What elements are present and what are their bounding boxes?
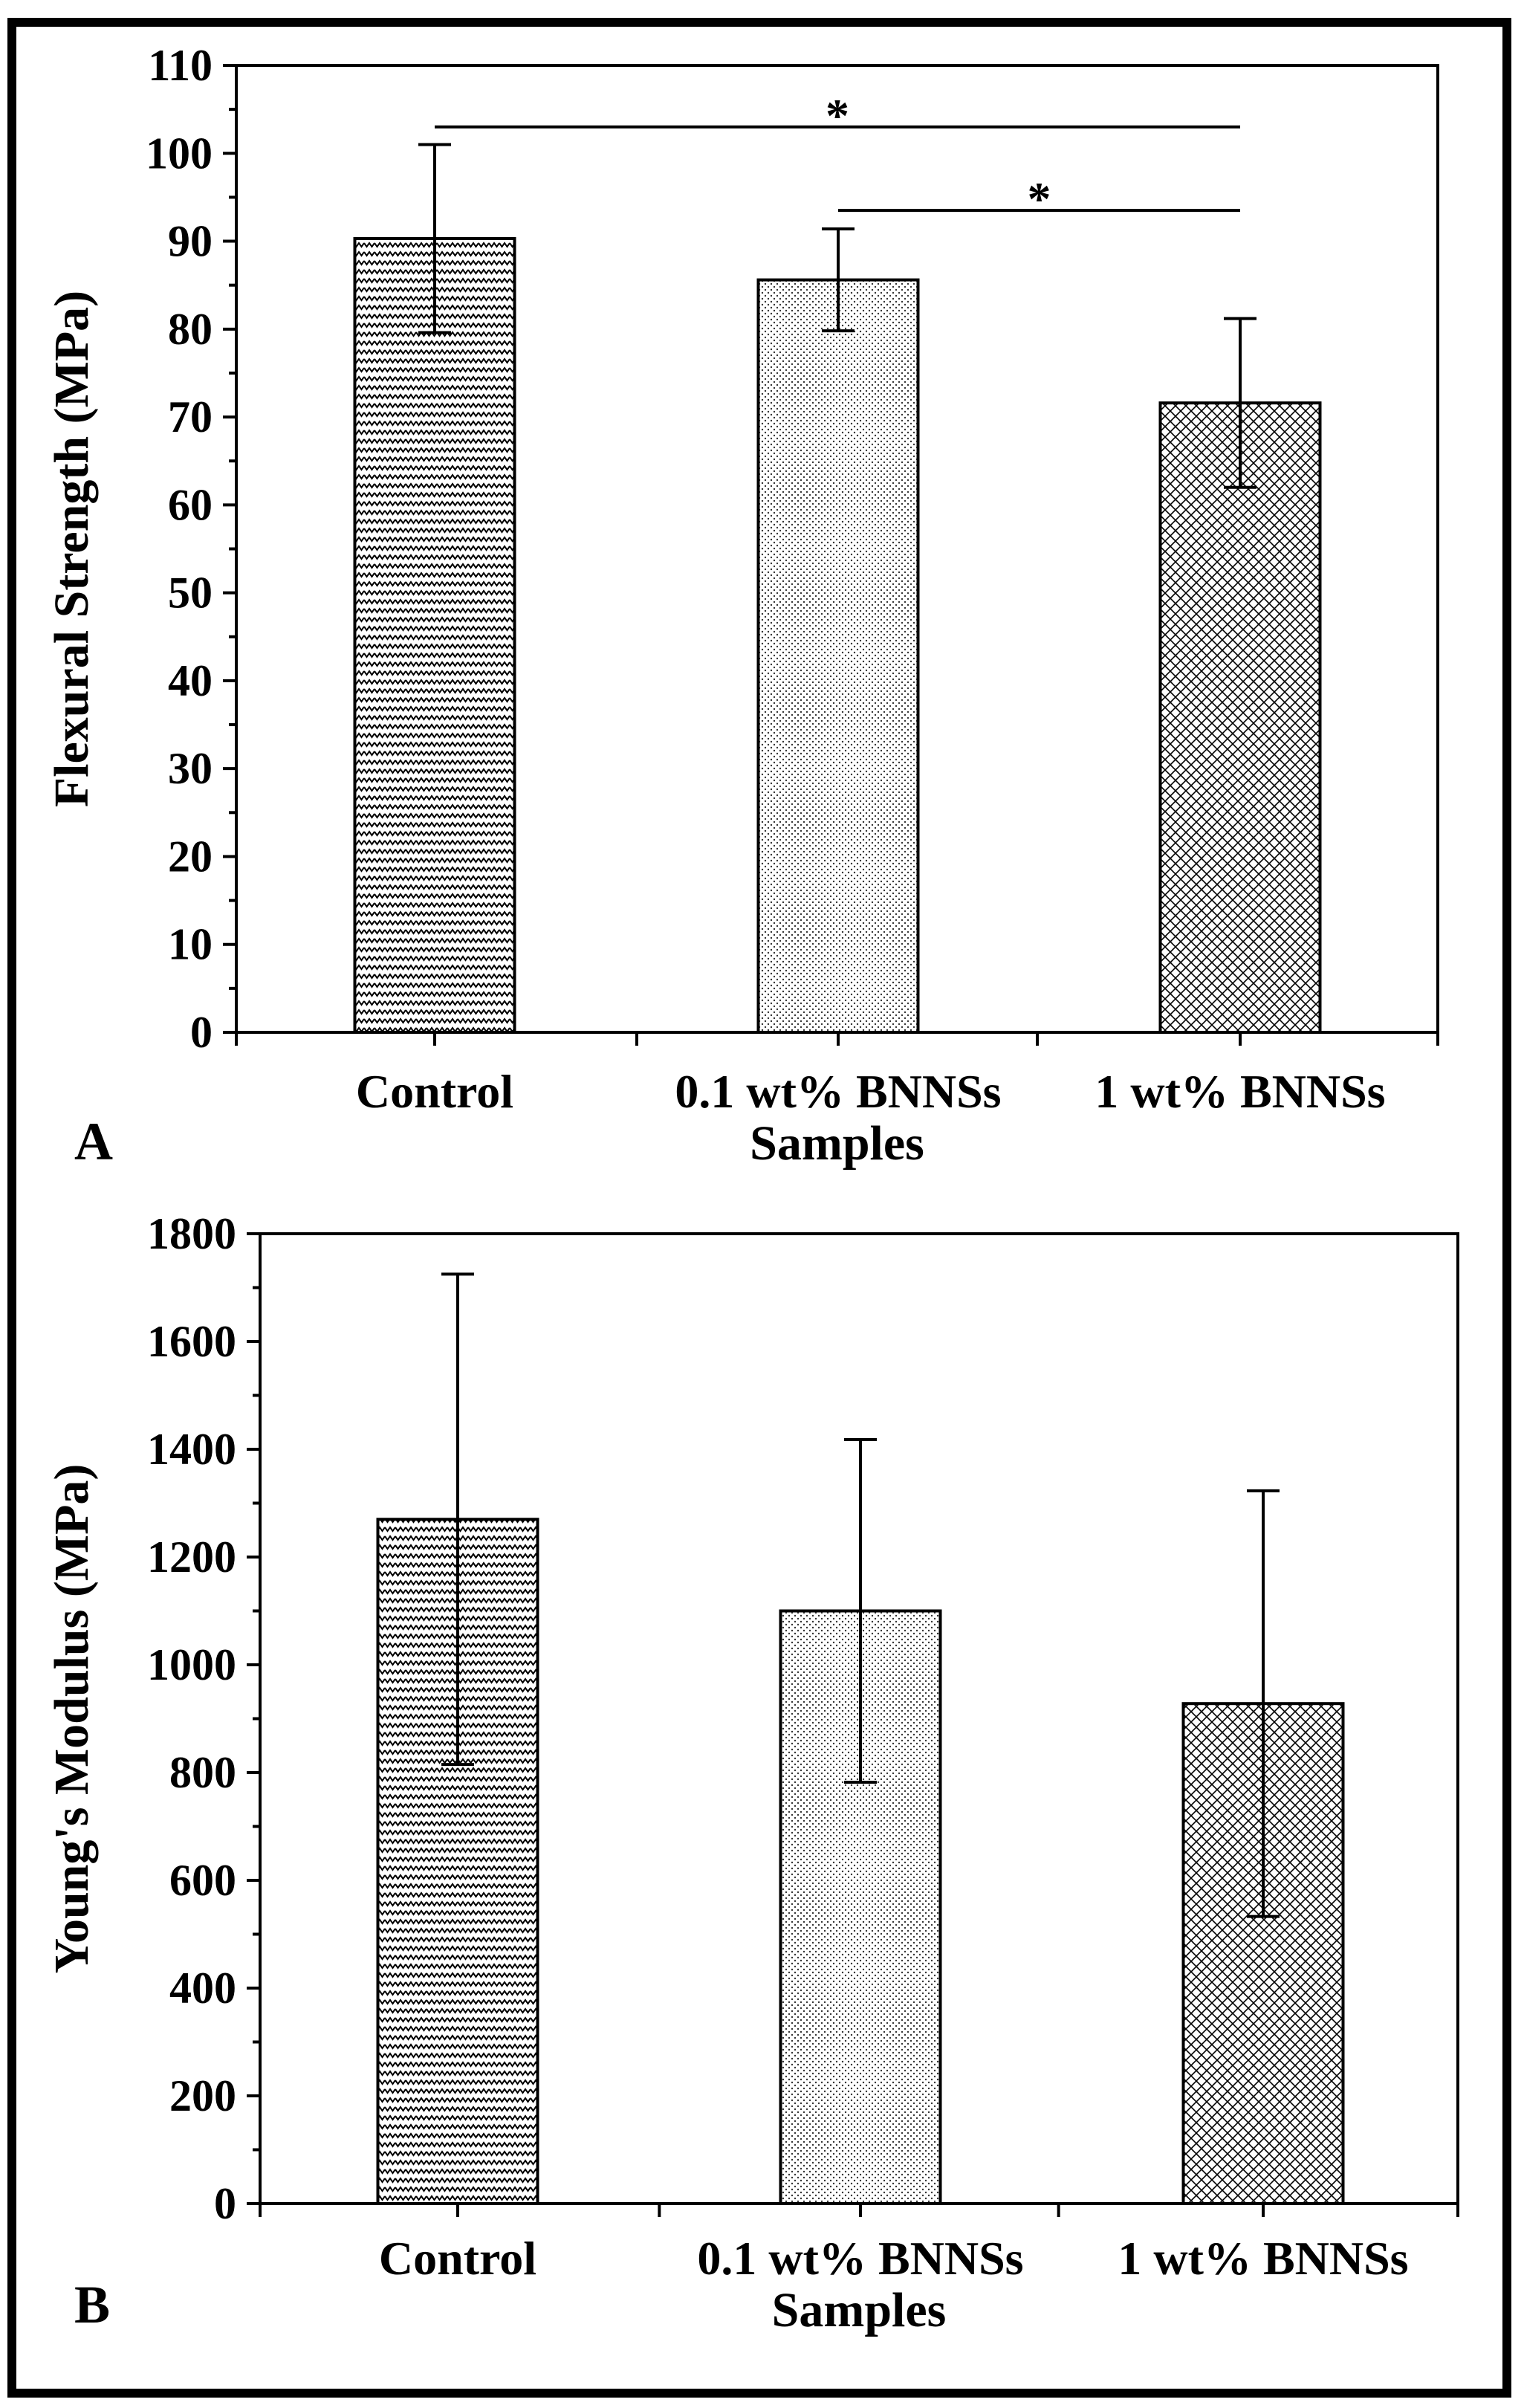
y-tick-label: 30: [168, 744, 213, 793]
panel-letter: B: [74, 2275, 110, 2334]
x-category-label: Control: [379, 2232, 536, 2285]
bar-3: [1158, 401, 1322, 1034]
y-tick-label: 1600: [147, 1317, 236, 1366]
y-tick-label: 1800: [147, 1209, 236, 1258]
y-tick-label: 0: [214, 2179, 236, 2228]
y-tick-label: 800: [169, 1748, 236, 1797]
panel-letter: A: [74, 1112, 113, 1171]
y-tick-label: 400: [169, 1964, 236, 2013]
x-category-label: 1 wt% BNNSs: [1118, 2232, 1408, 2285]
x-category-label: 1 wt% BNNSs: [1095, 1065, 1385, 1118]
panel-a-chart: 0 10 20 30 40 50 60 70 80 90 100 110 Control 0.1 wt% …: [45, 41, 1439, 1171]
y-tick-label: 100: [146, 129, 213, 178]
x-axis-title: Samples: [772, 2283, 947, 2337]
y-tick-label: 50: [168, 569, 213, 618]
x-category-label: 0.1 wt% BNNSs: [697, 2232, 1023, 2285]
y-tick-label: 110: [148, 41, 213, 90]
y-tick-label: 10: [168, 920, 213, 969]
y-axis-title: Young's Modulus (MPa): [45, 1464, 99, 1974]
y-tick-label: 80: [168, 305, 213, 354]
significance-star: *: [1028, 172, 1051, 225]
bar-2: [756, 278, 920, 1034]
y-tick-label: 70: [168, 392, 213, 441]
x-category-label: Control: [356, 1065, 513, 1118]
y-axis-title: Flexural Strength (MPa): [45, 291, 99, 807]
y-tick-label: 1000: [147, 1640, 236, 1689]
y-tick-label: 90: [168, 217, 213, 266]
y-tick-label: 1400: [147, 1425, 236, 1474]
y-tick-label: 1200: [147, 1532, 236, 1582]
y-tick-label: 60: [168, 480, 213, 529]
y-tick-label: 600: [169, 1856, 236, 1905]
significance-star: *: [826, 89, 849, 142]
panel-b-chart: 0 200 400 600 800 1000 1200 1400 1600 1800 Control…: [45, 1209, 1459, 2337]
y-tick-label: 20: [168, 832, 213, 881]
y-tick-label: 40: [168, 656, 213, 705]
y-tick-label: 0: [190, 1008, 213, 1057]
x-axis-title: Samples: [750, 1116, 924, 1171]
bar-1: [353, 236, 516, 1034]
figure-frame: [7, 18, 1511, 2398]
x-category-label: 0.1 wt% BNNSs: [675, 1065, 1001, 1118]
y-tick-label: 200: [169, 2071, 236, 2120]
